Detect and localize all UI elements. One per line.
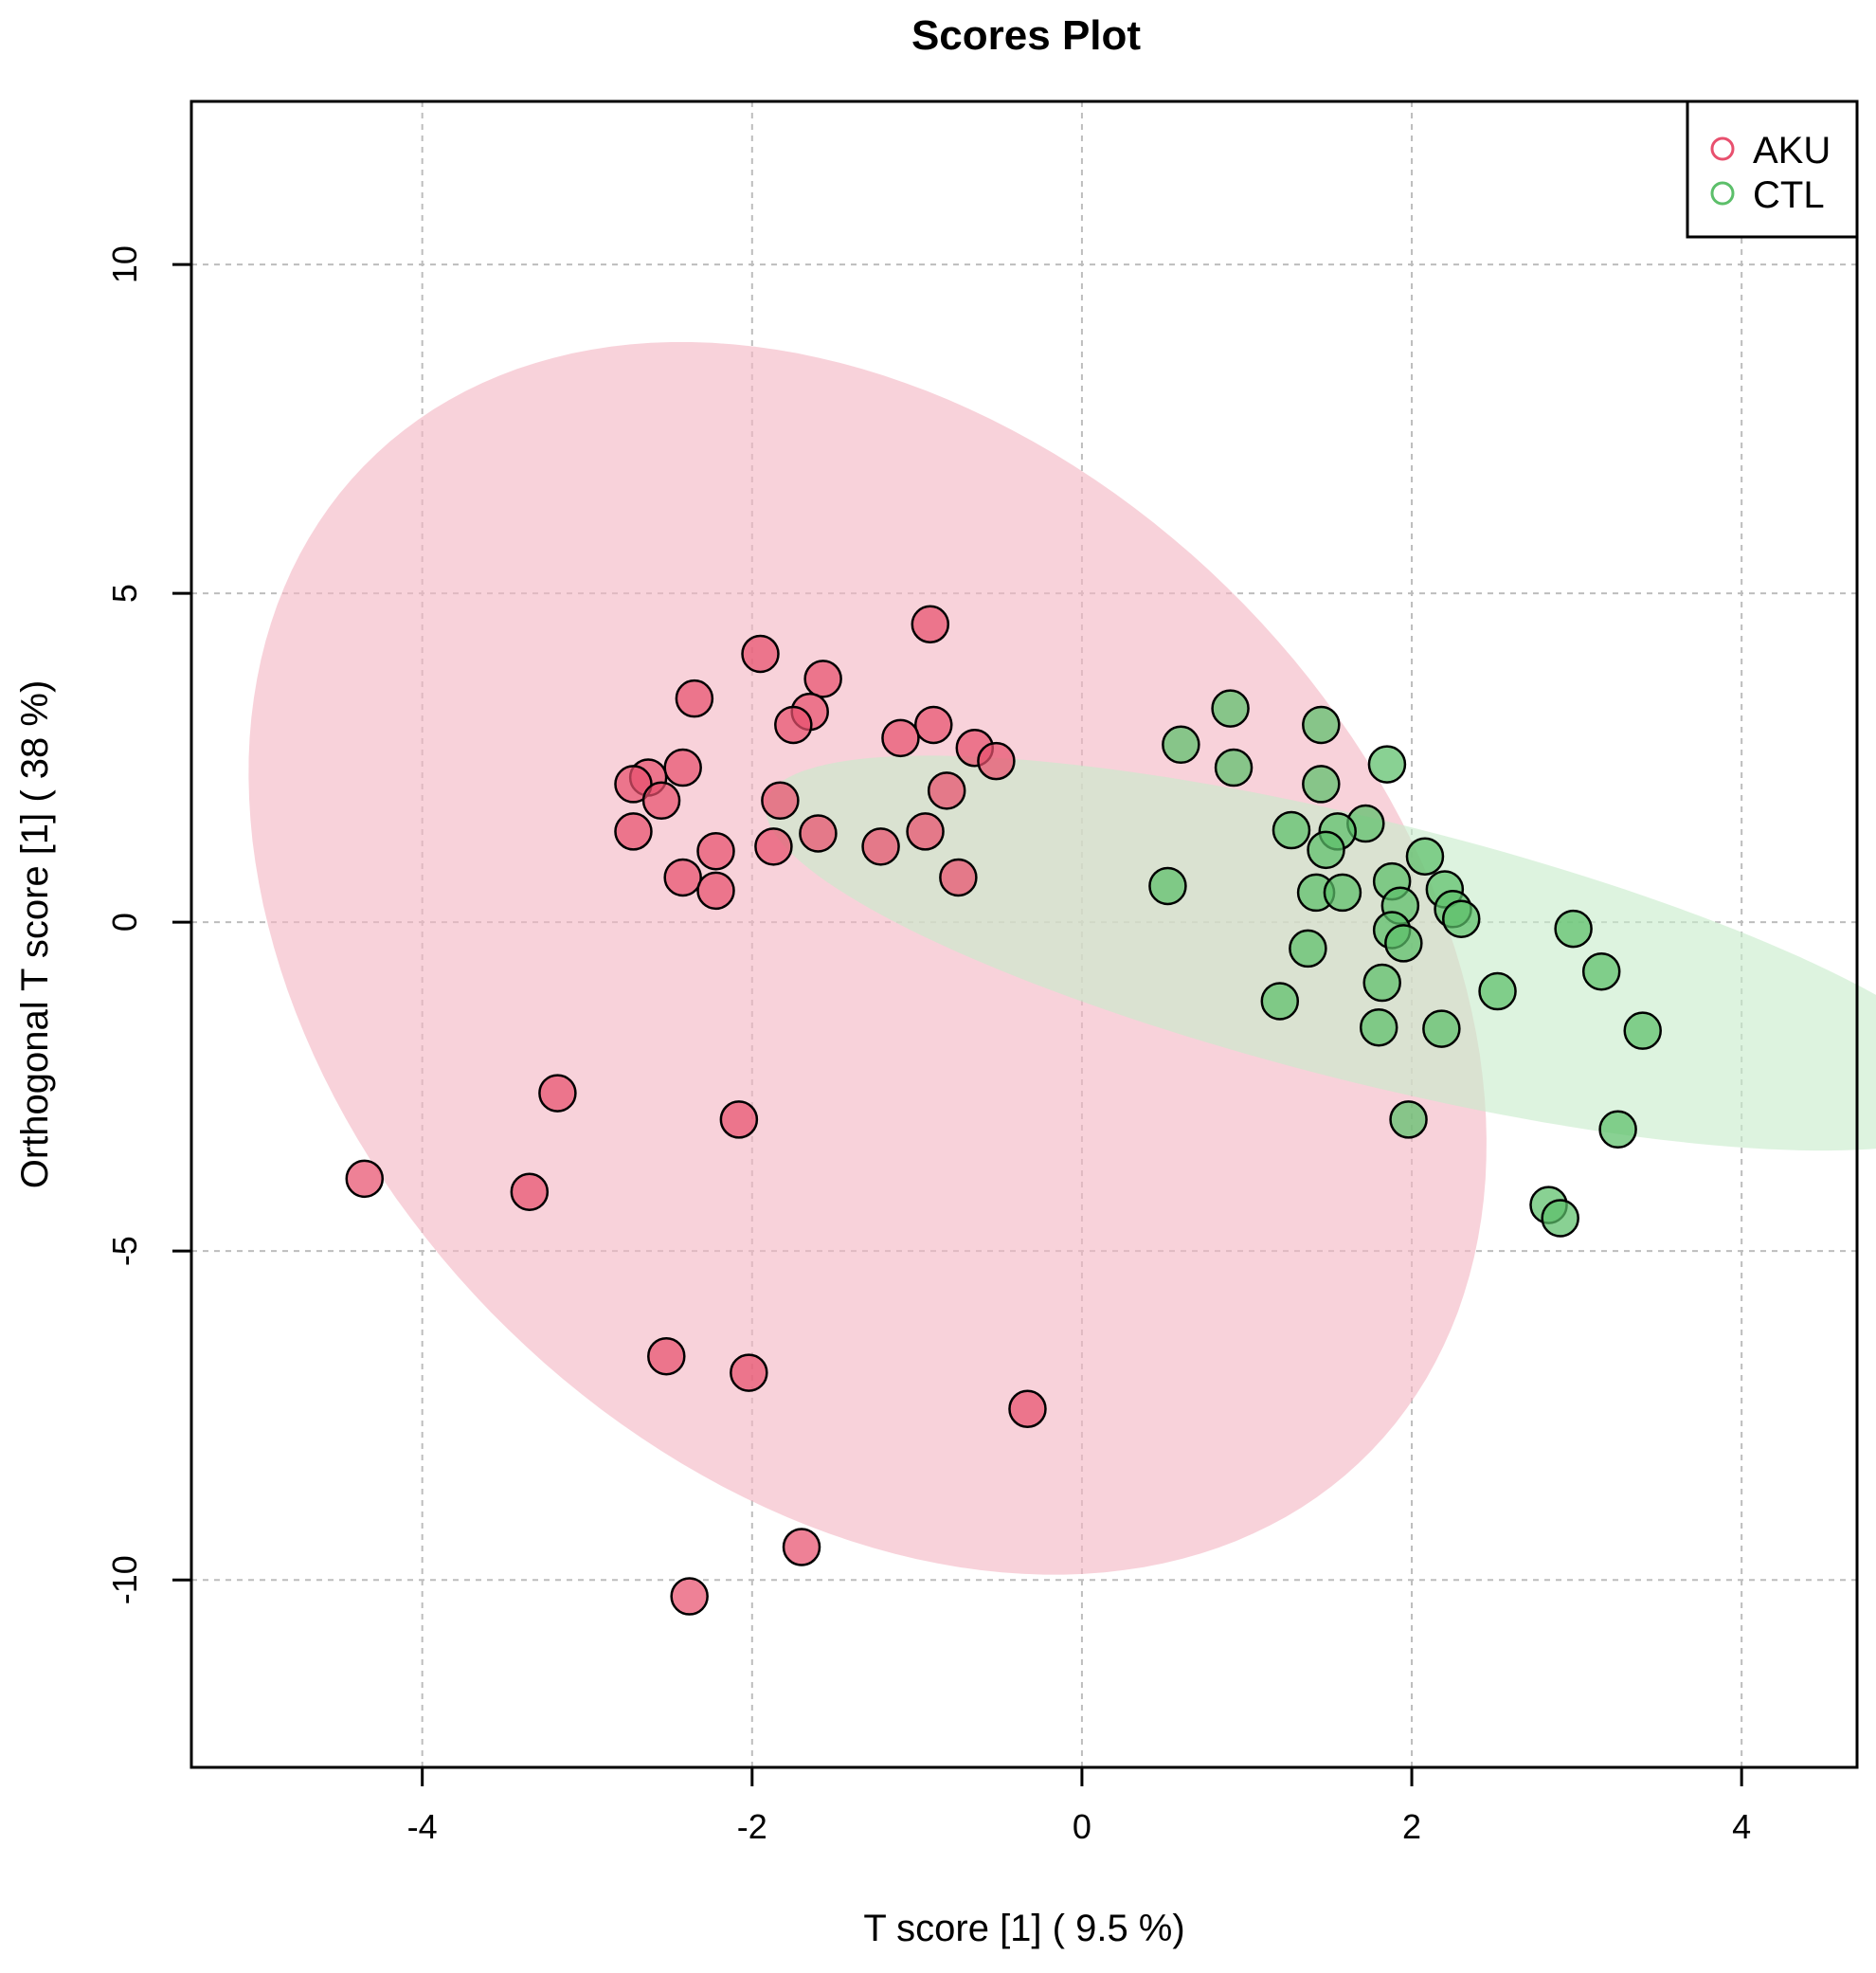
y-tick-label-3: 5 bbox=[105, 584, 144, 603]
point-aku-23 bbox=[939, 858, 978, 897]
point-ctl-1 bbox=[1302, 705, 1341, 745]
legend-marker-aku bbox=[1710, 136, 1735, 161]
x-tick-label-3: 2 bbox=[1402, 1807, 1421, 1846]
point-aku-32 bbox=[782, 1528, 821, 1566]
point-aku-21 bbox=[696, 831, 735, 871]
point-ctl-33 bbox=[1541, 1199, 1579, 1238]
point-ctl-28 bbox=[1422, 1009, 1461, 1048]
legend: AKU CTL bbox=[1686, 100, 1859, 239]
data-points bbox=[345, 605, 1662, 1616]
chart-title: Scores Plot bbox=[911, 12, 1141, 59]
confidence-ellipses bbox=[248, 342, 1876, 1575]
point-aku-29 bbox=[647, 1336, 686, 1376]
point-ctl-2 bbox=[1162, 725, 1200, 765]
point-ctl-31 bbox=[1598, 1110, 1637, 1149]
point-aku-24 bbox=[696, 871, 735, 911]
point-ctl-6 bbox=[1272, 810, 1311, 850]
point-aku-18 bbox=[799, 814, 838, 853]
point-ctl-23 bbox=[1581, 951, 1621, 991]
point-ctl-24 bbox=[1362, 963, 1401, 1003]
ellipse-aku bbox=[248, 342, 1487, 1575]
y-tick-label-0: -10 bbox=[105, 1555, 144, 1604]
point-ctl-30 bbox=[1389, 1100, 1428, 1139]
x-axis-label: T score [1] ( 9.5 %) bbox=[863, 1908, 1184, 1949]
point-aku-20 bbox=[754, 827, 793, 866]
point-ctl-27 bbox=[1359, 1007, 1398, 1047]
point-ctl-18 bbox=[1442, 899, 1481, 938]
point-ctl-20 bbox=[1384, 924, 1423, 963]
point-aku-30 bbox=[730, 1353, 768, 1392]
point-aku-17 bbox=[906, 812, 945, 851]
point-aku-1 bbox=[741, 634, 780, 674]
point-aku-15 bbox=[761, 781, 800, 821]
point-aku-7 bbox=[881, 718, 920, 758]
point-ctl-29 bbox=[1623, 1011, 1662, 1050]
point-aku-16 bbox=[614, 812, 653, 851]
legend-marker-ctl bbox=[1710, 181, 1735, 206]
point-ctl-21 bbox=[1554, 909, 1593, 949]
point-aku-6 bbox=[914, 705, 953, 745]
point-ctl-9 bbox=[1307, 830, 1345, 870]
point-ctl-22 bbox=[1289, 929, 1327, 968]
point-ctl-13 bbox=[1323, 873, 1362, 913]
point-aku-9 bbox=[977, 741, 1016, 781]
point-aku-5 bbox=[774, 705, 813, 745]
point-aku-33 bbox=[670, 1577, 709, 1616]
x-tick-label-4: 4 bbox=[1732, 1807, 1751, 1846]
y-tick-label-2: 0 bbox=[105, 913, 144, 932]
y-axis-label: Orthogonal T score [1] ( 38 %) bbox=[14, 680, 56, 1189]
point-ctl-0 bbox=[1211, 689, 1250, 728]
point-aku-10 bbox=[663, 748, 702, 787]
point-ctl-11 bbox=[1148, 866, 1187, 906]
point-aku-14 bbox=[641, 781, 681, 821]
point-aku-25 bbox=[538, 1074, 577, 1113]
point-ctl-26 bbox=[1260, 982, 1300, 1021]
point-ctl-4 bbox=[1367, 745, 1407, 784]
legend-box bbox=[1686, 100, 1859, 239]
point-ctl-5 bbox=[1302, 765, 1341, 804]
point-aku-22 bbox=[663, 858, 702, 897]
y-tick-label-4: 10 bbox=[105, 245, 144, 283]
x-tick-label-1: -2 bbox=[737, 1807, 767, 1846]
point-aku-3 bbox=[675, 679, 714, 718]
point-aku-0 bbox=[911, 605, 950, 644]
legend-label-aku: AKU bbox=[1753, 130, 1831, 172]
x-tick-label-0: -4 bbox=[407, 1807, 438, 1846]
x-tick-label-2: 0 bbox=[1073, 1807, 1091, 1846]
y-axis: -10 -5 0 5 10 bbox=[105, 245, 191, 1604]
point-aku-12 bbox=[614, 765, 653, 804]
point-ctl-25 bbox=[1478, 971, 1517, 1011]
point-aku-26 bbox=[719, 1100, 759, 1139]
point-aku-28 bbox=[510, 1172, 550, 1211]
plot-frame bbox=[189, 100, 1859, 1769]
point-aku-19 bbox=[861, 827, 900, 866]
x-axis: -4 -2 0 2 4 bbox=[407, 1767, 1751, 1846]
point-aku-13 bbox=[927, 771, 966, 810]
point-aku-27 bbox=[345, 1159, 385, 1199]
point-aku-31 bbox=[1008, 1389, 1047, 1428]
point-aku-2 bbox=[803, 660, 842, 698]
legend-label-ctl: CTL bbox=[1753, 174, 1825, 216]
point-ctl-10 bbox=[1405, 837, 1445, 877]
point-ctl-3 bbox=[1214, 748, 1254, 787]
y-tick-label-1: -5 bbox=[105, 1236, 144, 1266]
